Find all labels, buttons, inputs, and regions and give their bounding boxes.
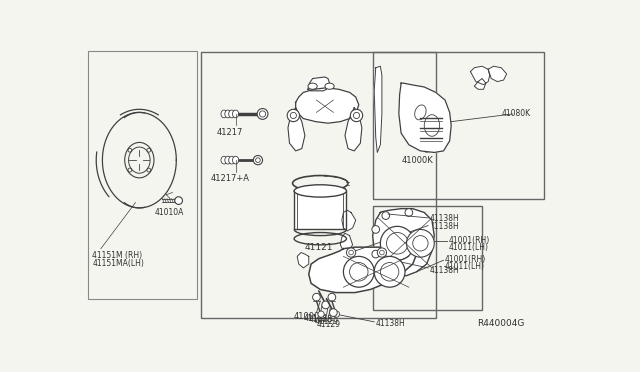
Polygon shape [488, 66, 507, 81]
Polygon shape [297, 253, 308, 268]
Bar [372, 52, 543, 199]
Circle shape [175, 197, 182, 205]
Ellipse shape [294, 185, 346, 197]
Text: 41217+A: 41217+A [210, 174, 249, 183]
Ellipse shape [225, 110, 231, 118]
Text: 41217: 41217 [216, 128, 243, 137]
Ellipse shape [221, 110, 227, 118]
Circle shape [312, 294, 320, 301]
Circle shape [322, 301, 330, 309]
Circle shape [372, 250, 380, 258]
Bar [372, 206, 482, 310]
Text: 41011(LH): 41011(LH) [445, 262, 485, 271]
Polygon shape [372, 209, 435, 276]
Text: R440004G: R440004G [477, 319, 524, 328]
Circle shape [318, 311, 324, 317]
Circle shape [287, 109, 300, 122]
Circle shape [328, 294, 336, 301]
Text: 41138H: 41138H [429, 214, 460, 223]
Polygon shape [345, 108, 362, 151]
Text: 41001(RH): 41001(RH) [445, 255, 486, 264]
Text: 41000L: 41000L [293, 312, 324, 321]
Ellipse shape [308, 83, 317, 89]
Circle shape [349, 263, 368, 281]
Text: 41080K: 41080K [501, 109, 531, 118]
Circle shape [253, 155, 262, 165]
Circle shape [413, 235, 428, 251]
Polygon shape [403, 88, 448, 153]
Ellipse shape [415, 105, 426, 120]
Ellipse shape [232, 156, 239, 164]
Text: 41138H: 41138H [376, 319, 406, 328]
Text: 41128: 41128 [303, 314, 327, 323]
Ellipse shape [228, 110, 235, 118]
Text: 41151M (RH): 41151M (RH) [92, 251, 143, 260]
Circle shape [353, 112, 360, 119]
Polygon shape [288, 108, 305, 151]
Text: 41011(LH): 41011(LH) [449, 243, 489, 252]
Polygon shape [342, 210, 356, 231]
Circle shape [344, 256, 374, 287]
Ellipse shape [424, 115, 440, 136]
Circle shape [257, 109, 268, 119]
Circle shape [382, 212, 390, 219]
Circle shape [406, 230, 435, 257]
Ellipse shape [225, 156, 231, 164]
Text: 41151MA(LH): 41151MA(LH) [92, 259, 144, 268]
Circle shape [346, 248, 356, 257]
Circle shape [380, 226, 414, 260]
Polygon shape [470, 66, 490, 85]
Bar [201, 52, 436, 318]
Text: 41121: 41121 [305, 243, 333, 252]
Polygon shape [308, 77, 330, 91]
Polygon shape [474, 78, 486, 89]
Polygon shape [308, 247, 417, 293]
Text: 41138H: 41138H [429, 266, 460, 275]
Text: 41129: 41129 [314, 317, 338, 326]
Ellipse shape [325, 83, 334, 89]
Ellipse shape [232, 110, 239, 118]
Circle shape [372, 225, 380, 233]
Circle shape [291, 112, 296, 119]
Circle shape [387, 232, 408, 254]
Circle shape [405, 209, 413, 217]
Circle shape [374, 256, 405, 287]
Circle shape [380, 263, 399, 281]
Text: 41129: 41129 [316, 320, 340, 329]
Ellipse shape [221, 156, 227, 164]
Text: 41010A: 41010A [155, 208, 184, 217]
Polygon shape [294, 191, 346, 230]
Polygon shape [374, 66, 382, 153]
Circle shape [378, 248, 387, 257]
Text: 41128: 41128 [308, 315, 333, 324]
Circle shape [330, 309, 337, 317]
Text: 41001(RH): 41001(RH) [449, 236, 490, 246]
Circle shape [259, 111, 266, 117]
Text: 41000K: 41000K [401, 156, 433, 165]
Polygon shape [340, 233, 353, 251]
Ellipse shape [228, 156, 235, 164]
Text: 41138H: 41138H [429, 222, 460, 231]
Circle shape [333, 311, 340, 317]
Circle shape [350, 109, 363, 122]
Polygon shape [399, 83, 451, 153]
Circle shape [255, 158, 260, 163]
Polygon shape [296, 88, 359, 123]
Bar [88, 51, 197, 299]
